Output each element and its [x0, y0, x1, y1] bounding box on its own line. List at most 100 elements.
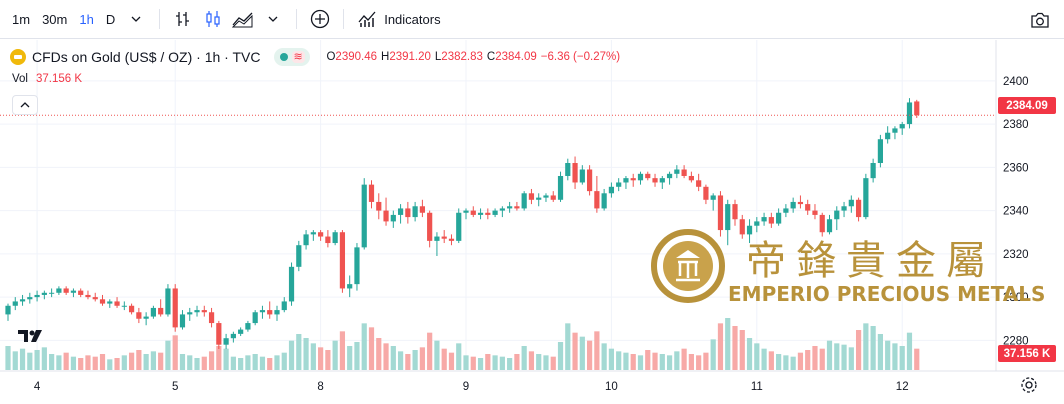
candle-body [521, 193, 527, 209]
candle-body [819, 214, 825, 233]
chevron-down-icon[interactable] [121, 6, 151, 32]
volume-bar [165, 340, 171, 370]
volume-bar [143, 354, 149, 370]
volume-bar [885, 340, 891, 370]
volume-bar [863, 323, 869, 370]
candle-body [645, 173, 651, 179]
volume-bar [121, 355, 127, 370]
candle-body [332, 232, 338, 244]
candle-body [27, 297, 33, 300]
collapse-legend-button[interactable] [12, 95, 38, 115]
candle-body [485, 212, 491, 215]
candle-body [761, 217, 767, 222]
candle-body [310, 232, 316, 235]
volume-bar [5, 346, 11, 370]
volume-bar [419, 347, 425, 370]
volume-bar [550, 356, 556, 370]
volume-bar [354, 342, 360, 370]
volume-bar [841, 344, 847, 370]
candle-body [805, 204, 811, 211]
volume-bar [819, 348, 825, 370]
volume-bar [637, 355, 644, 370]
candle-body [608, 186, 615, 194]
compare-plus-icon[interactable] [305, 6, 335, 32]
candle-body [746, 225, 753, 235]
emperio-logo-icon [651, 229, 725, 303]
candle-body [172, 288, 178, 328]
volume-bar [463, 355, 469, 370]
candle-body [456, 212, 462, 241]
volume-bar [608, 348, 615, 370]
close-key: C [486, 51, 496, 63]
candle-body [848, 199, 854, 207]
volume-bar [565, 323, 571, 370]
candles-chart-type-icon[interactable] [198, 6, 228, 32]
candles [0, 98, 996, 350]
interval-1m[interactable]: 1m [12, 11, 31, 27]
candle-body [361, 184, 367, 248]
volume-bar [783, 355, 789, 370]
candle-body [477, 212, 484, 215]
volume-bar [70, 356, 77, 370]
volume-bar [754, 343, 760, 370]
volume-bar [834, 343, 840, 370]
camera-icon[interactable] [1028, 8, 1052, 32]
candle-body [637, 173, 644, 181]
volume-bar [470, 356, 476, 370]
interval-1h[interactable]: 1h [79, 11, 94, 27]
bars-chart-type-icon[interactable] [168, 6, 198, 32]
candle-body [870, 163, 876, 179]
candle-body [674, 169, 680, 174]
volume-bar [194, 358, 200, 370]
candle-body [107, 301, 113, 304]
candle-body [587, 169, 593, 192]
volume-bar [128, 352, 135, 370]
symbol-title[interactable]: CFDs on Gold (US$ / OZ) · 1h · TVC [32, 49, 261, 65]
candle-body [863, 178, 869, 218]
watermark-chinese: 帝鋒貴金屬 [746, 238, 996, 284]
chart-settings-gear-icon[interactable] [1020, 376, 1040, 396]
candle-body [652, 178, 658, 183]
candle-body [368, 184, 375, 202]
volume-bar [99, 354, 106, 370]
volume-bar [201, 356, 207, 370]
volume-bar [790, 356, 796, 370]
volume-bar [427, 332, 433, 370]
volume-bar [325, 350, 331, 370]
candle-body [688, 175, 694, 181]
volume-bar [376, 338, 382, 370]
legend: CFDs on Gold (US$ / OZ) · 1h · TVC ≋ O23… [10, 46, 620, 68]
volume-bar [339, 331, 346, 370]
candle-body [412, 206, 418, 218]
volume-bar [499, 356, 505, 370]
candle-body [339, 232, 346, 289]
market-status[interactable]: ≋ [274, 48, 311, 66]
interval-30m[interactable]: 30m [42, 11, 68, 27]
volume-bar [594, 331, 600, 370]
candle-body [855, 199, 862, 218]
volume-bar [492, 355, 498, 370]
candle-body [877, 139, 883, 164]
candle-body [659, 178, 665, 183]
candle-body [579, 169, 585, 183]
volume-value: 37.156 K [36, 73, 83, 85]
candle-body [267, 310, 273, 315]
time-tick-label: 10 [605, 381, 618, 393]
volume-bar [696, 355, 702, 370]
volume-bar [710, 339, 716, 370]
price-axis: 2280 2300 2320 2340 2360 2380 2400 [995, 40, 1029, 371]
indicators-label: Indicators [384, 11, 441, 27]
volume-bar [536, 354, 542, 370]
volume-legend: Vol 37.156 K [12, 73, 82, 85]
indicators-button[interactable]: Indicators [352, 10, 446, 28]
interval-d[interactable]: D [105, 11, 116, 27]
area-chart-type-icon[interactable] [228, 6, 258, 32]
chevron-down-icon[interactable] [258, 6, 288, 32]
tradingview-logo-icon[interactable] [18, 328, 44, 349]
candle-body [41, 292, 47, 295]
time-tick-label: 12 [896, 381, 909, 393]
candle-body [281, 301, 287, 311]
price-chart[interactable]: 2280 2300 2320 2340 2360 2380 2400 4 5 8 9 10 11 12 [0, 40, 1064, 404]
price-tick-label: 2400 [1003, 76, 1029, 88]
candle-body [601, 193, 607, 209]
